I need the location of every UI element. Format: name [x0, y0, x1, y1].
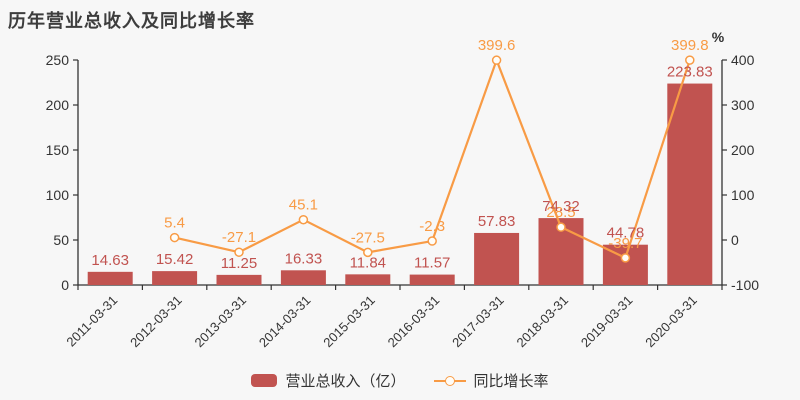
bar	[474, 232, 520, 285]
right-axis-unit-label: %	[711, 29, 725, 45]
line-marker	[556, 222, 566, 232]
right-axis-tick-label: -100	[731, 277, 759, 293]
right-axis-tick-label: 400	[731, 52, 755, 68]
legend: 营业总收入（亿） 同比增长率	[0, 370, 800, 391]
right-axis-tick-label: 0	[731, 232, 739, 248]
line-marker-icon	[444, 375, 455, 386]
bar-value-label: 11.84	[350, 254, 386, 271]
x-axis-label: 2017-03-31	[449, 293, 507, 351]
x-axis-label: 2020-03-31	[642, 293, 700, 351]
bar	[667, 83, 713, 285]
bar-value-label: 11.25	[221, 255, 257, 272]
line-value-label: -27.1	[222, 229, 256, 246]
bar	[409, 274, 455, 285]
x-axis-label: 2019-03-31	[578, 293, 636, 351]
x-axis-label: 2018-03-31	[513, 293, 571, 351]
line-value-label: 399.6	[478, 37, 516, 54]
line-value-label: 5.4	[164, 215, 185, 232]
right-axis-tick-label: 300	[731, 97, 755, 113]
line-marker	[234, 247, 244, 257]
legend-label-revenue: 营业总收入（亿）	[285, 373, 406, 390]
bar-series-swatch-icon	[251, 374, 278, 387]
line-marker	[298, 214, 309, 225]
legend-label-growth: 同比增长率	[473, 373, 549, 390]
line-value-label: -27.5	[351, 229, 385, 246]
line-value-label: 399.8	[671, 37, 709, 54]
bar-value-label: 223.83	[667, 64, 713, 81]
left-axis-tick-label: 50	[53, 232, 69, 248]
line-value-label: -2.3	[419, 218, 445, 235]
line-value-label: -39.7	[608, 235, 642, 252]
bar-value-label: 57.83	[478, 213, 516, 230]
bar	[152, 271, 198, 285]
bar	[87, 271, 133, 285]
legend-item-growth[interactable]: 同比增长率	[433, 370, 549, 391]
bar-value-label: 15.42	[156, 251, 194, 268]
x-axis-label: 2011-03-31	[63, 293, 120, 350]
line-value-label: 45.1	[289, 197, 318, 214]
left-axis-tick-label: 200	[46, 97, 70, 113]
x-axis-label: 2015-03-31	[320, 293, 378, 351]
left-axis-tick-label: 250	[46, 52, 70, 68]
line-marker	[685, 55, 695, 65]
line-value-label: 28.5	[546, 204, 575, 221]
line-marker	[427, 236, 437, 246]
x-axis-label: 2014-03-31	[256, 293, 314, 351]
left-axis-tick-label: 0	[61, 277, 69, 293]
bar-value-label: 11.57	[414, 255, 450, 272]
right-axis-tick-label: 200	[731, 142, 755, 158]
bar-value-label: 44.78	[607, 225, 645, 242]
line-marker	[491, 55, 502, 65]
left-axis-tick-label: 150	[46, 142, 70, 158]
line-marker	[363, 247, 373, 258]
bar-value-label: 74.32	[542, 198, 580, 215]
chart-title: 历年营业总收入及同比增长率	[8, 11, 255, 31]
bar	[345, 274, 391, 285]
right-axis-tick-label: 100	[731, 187, 755, 203]
x-axis-label: 2013-03-31	[191, 293, 249, 351]
bar	[280, 270, 326, 285]
x-axis-label: 2012-03-31	[127, 293, 185, 351]
bar-value-label: 16.33	[285, 250, 323, 267]
bar	[216, 274, 262, 285]
line-marker	[169, 232, 180, 243]
bar-value-label: 14.63	[91, 252, 129, 269]
left-axis-tick-label: 100	[46, 187, 70, 203]
line-marker	[620, 253, 631, 263]
x-axis-label: 2016-03-31	[385, 293, 443, 351]
legend-item-revenue[interactable]: 营业总收入（亿）	[251, 370, 406, 391]
line-series-swatch-icon	[433, 375, 466, 386]
